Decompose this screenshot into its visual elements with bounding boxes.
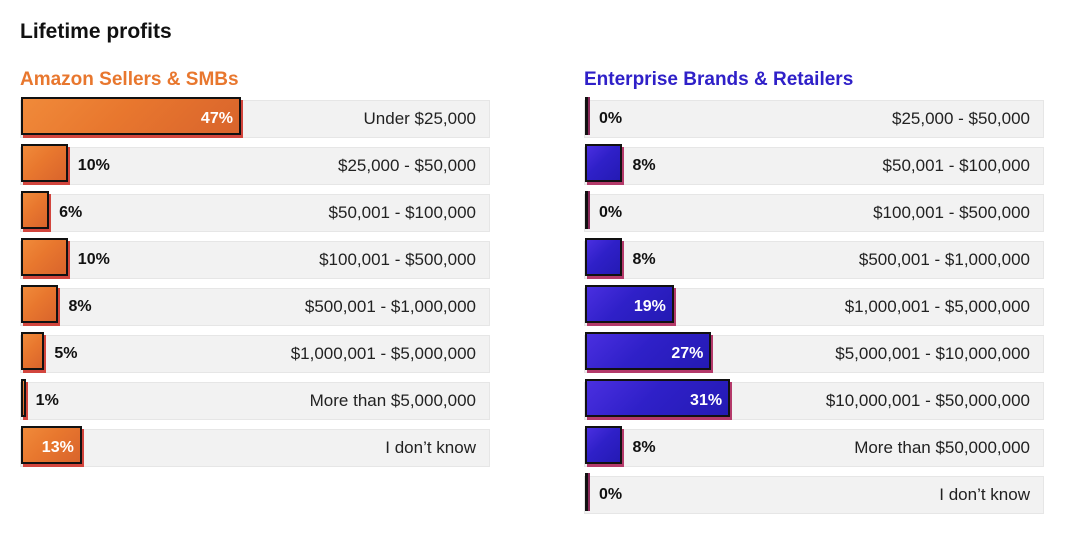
bar-row: 8% More than $50,000,000 bbox=[584, 426, 1044, 467]
bar bbox=[585, 285, 674, 323]
bar-value-label: 10% bbox=[77, 251, 110, 268]
category-label: I don’t know bbox=[385, 438, 476, 457]
bar bbox=[21, 191, 50, 229]
bar-value-label: 19% bbox=[633, 298, 666, 315]
bar-value-label: 8% bbox=[632, 251, 656, 268]
bar bbox=[585, 97, 588, 135]
panel-amazon-sellers: Amazon Sellers & SMBs 47% Under $25,000 10… bbox=[20, 66, 490, 476]
bar-value-label: 31% bbox=[690, 392, 723, 409]
bar bbox=[21, 97, 241, 135]
category-label: $1,000,001 - $5,000,000 bbox=[844, 297, 1030, 316]
chart-title: Lifetime profits bbox=[20, 20, 172, 43]
category-label: $25,000 - $50,000 bbox=[891, 109, 1030, 128]
category-label: $10,000,001 - $50,000,000 bbox=[825, 391, 1030, 410]
bar-value-label: 6% bbox=[59, 204, 83, 221]
bar bbox=[21, 426, 82, 464]
category-label: $25,000 - $50,000 bbox=[337, 156, 476, 175]
bar-row: 10% $100,001 - $500,000 bbox=[20, 238, 490, 279]
bar-list-amazon-sellers: 47% Under $25,000 10% $25,000 - $50,000 6% $5… bbox=[20, 97, 490, 467]
bar-value-label: 8% bbox=[68, 298, 92, 315]
bar-row: 19% $1,000,001 - $5,000,000 bbox=[584, 285, 1044, 326]
category-label: More than $5,000,000 bbox=[309, 391, 476, 410]
bar-row: 0% $25,000 - $50,000 bbox=[584, 97, 1044, 138]
bar-row: 1% More than $5,000,000 bbox=[20, 379, 490, 420]
bar-row: 31% $10,000,001 - $50,000,000 bbox=[584, 379, 1044, 420]
category-label: $5,000,001 - $10,000,000 bbox=[835, 344, 1030, 363]
bar bbox=[21, 144, 68, 182]
bar-row: 8% $500,001 - $1,000,000 bbox=[20, 285, 490, 326]
bar-row: 0% I don’t know bbox=[584, 473, 1044, 514]
category-label: $50,001 - $100,000 bbox=[328, 203, 476, 222]
panel-title-enterprise-brands: Enterprise Brands & Retailers bbox=[584, 69, 854, 90]
panel-enterprise-brands: Enterprise Brands & Retailers 0% $25,000 … bbox=[584, 66, 1044, 523]
bar bbox=[585, 144, 623, 182]
bar-value-label: 0% bbox=[599, 110, 623, 127]
bar-row: 8% $50,001 - $100,000 bbox=[584, 144, 1044, 185]
bar-row: 10% $25,000 - $50,000 bbox=[20, 144, 490, 185]
panel-title-amazon-sellers: Amazon Sellers & SMBs bbox=[20, 69, 239, 90]
bar-row: 6% $50,001 - $100,000 bbox=[20, 191, 490, 232]
bar-row: 5% $1,000,001 - $5,000,000 bbox=[20, 332, 490, 373]
bar bbox=[585, 473, 588, 511]
bar-row: 47% Under $25,000 bbox=[20, 97, 490, 138]
category-label: More than $50,000,000 bbox=[854, 438, 1030, 457]
bar bbox=[21, 332, 45, 370]
category-label: $50,001 - $100,000 bbox=[882, 156, 1030, 175]
bar bbox=[585, 426, 623, 464]
bar bbox=[585, 238, 623, 276]
category-label: $100,001 - $500,000 bbox=[319, 250, 476, 269]
bar-value-label: 47% bbox=[200, 110, 233, 127]
bar bbox=[585, 332, 712, 370]
bar bbox=[585, 191, 588, 229]
bar-value-label: 0% bbox=[599, 486, 623, 503]
bar-value-label: 8% bbox=[632, 439, 656, 456]
bar-value-label: 5% bbox=[54, 345, 78, 362]
bar-value-label: 1% bbox=[35, 392, 59, 409]
category-label: Under $25,000 bbox=[363, 109, 476, 128]
category-label: $1,000,001 - $5,000,000 bbox=[290, 344, 476, 363]
category-label: I don’t know bbox=[939, 485, 1030, 504]
bar bbox=[585, 379, 731, 417]
bar bbox=[21, 285, 59, 323]
bar-value-label: 27% bbox=[671, 345, 704, 362]
category-label: $500,001 - $1,000,000 bbox=[858, 250, 1030, 269]
bar-list-enterprise-brands: 0% $25,000 - $50,000 8% $50,001 - $100,000 0… bbox=[584, 97, 1044, 514]
bar-row: 13% I don’t know bbox=[20, 426, 490, 467]
bar-value-label: 10% bbox=[77, 157, 110, 174]
bar-value-label: 8% bbox=[632, 157, 656, 174]
category-label: $500,001 - $1,000,000 bbox=[304, 297, 476, 316]
bar-row: 27% $5,000,001 - $10,000,000 bbox=[584, 332, 1044, 373]
category-label: $100,001 - $500,000 bbox=[873, 203, 1030, 222]
bar-value-label: 0% bbox=[599, 204, 623, 221]
bar-row: 8% $500,001 - $1,000,000 bbox=[584, 238, 1044, 279]
bar bbox=[21, 379, 26, 417]
bar-value-label: 13% bbox=[41, 439, 74, 456]
bar bbox=[21, 238, 68, 276]
bar-row: 0% $100,001 - $500,000 bbox=[584, 191, 1044, 232]
